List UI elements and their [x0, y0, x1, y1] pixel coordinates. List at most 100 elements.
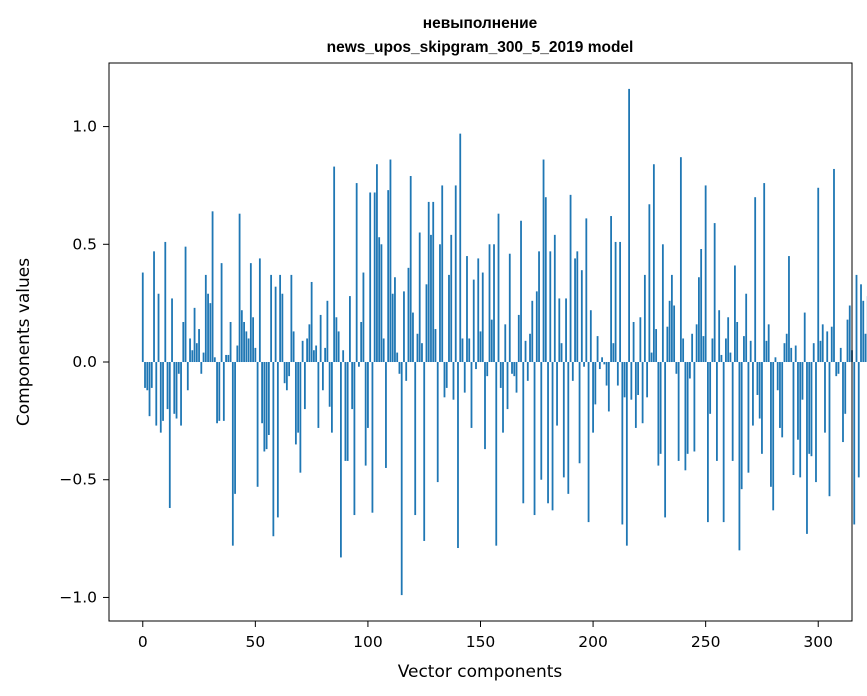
- bar-222: [641, 362, 644, 424]
- bar-192: [574, 258, 576, 363]
- bar-55: [265, 362, 268, 450]
- bar-263: [734, 265, 736, 363]
- bar-111: [391, 293, 394, 363]
- bar-109: [387, 190, 390, 363]
- bar-146: [470, 362, 473, 428]
- bar-231: [661, 244, 664, 363]
- bar-223: [643, 274, 646, 363]
- bar-108: [385, 362, 387, 468]
- bar-182: [551, 362, 554, 511]
- bar-80: [321, 362, 324, 391]
- bar-36: [222, 362, 225, 421]
- bar-249: [702, 336, 705, 363]
- bar-129: [432, 201, 435, 363]
- bar-195: [580, 270, 583, 363]
- bar-12: [168, 362, 171, 508]
- bar-193: [576, 251, 579, 363]
- bar-35: [220, 263, 223, 363]
- bar-143: [463, 362, 466, 393]
- bar-102: [371, 362, 374, 513]
- bar-316: [853, 362, 856, 525]
- bar-200: [592, 362, 594, 433]
- bar-300: [817, 187, 820, 363]
- bar-211: [616, 362, 619, 386]
- bar-134: [443, 362, 446, 398]
- bar-207: [607, 362, 610, 412]
- bar-88: [340, 362, 342, 558]
- bar-128: [430, 234, 432, 363]
- bar-276: [763, 183, 766, 363]
- bar-100: [367, 362, 369, 428]
- bar-214: [623, 362, 626, 398]
- bar-125: [423, 362, 426, 541]
- bar-220: [637, 362, 640, 395]
- bar-169: [522, 362, 525, 504]
- bar-6: [155, 362, 158, 426]
- bar-314: [848, 305, 851, 363]
- bar-14: [173, 362, 176, 414]
- bar-304: [826, 331, 829, 363]
- bar-179: [544, 197, 547, 363]
- bar-227: [652, 164, 655, 363]
- bar-51: [256, 362, 259, 487]
- bar-130: [434, 329, 437, 363]
- bar-43: [238, 213, 241, 363]
- bar-317: [855, 274, 858, 363]
- bar-150: [479, 331, 482, 363]
- bar-307: [833, 168, 835, 363]
- bar-197: [585, 218, 588, 363]
- bar-68: [294, 362, 297, 445]
- bar-224: [646, 362, 649, 398]
- bar-44: [240, 310, 243, 363]
- bar-124: [421, 343, 423, 363]
- bar-78: [317, 362, 320, 428]
- bar-262: [731, 362, 734, 461]
- chart-title-line-1: невыполнение: [423, 15, 538, 32]
- bar-186: [560, 343, 563, 363]
- bar-46: [245, 331, 248, 363]
- bar-32: [213, 357, 216, 363]
- bar-11: [166, 362, 169, 410]
- bar-69: [297, 362, 300, 433]
- bar-56: [267, 362, 270, 435]
- bar-142: [461, 338, 464, 363]
- bar-293: [801, 362, 804, 400]
- bar-23: [193, 307, 196, 363]
- y-axis-label: Components values: [14, 258, 34, 426]
- bar-295: [806, 362, 808, 534]
- bar-286: [785, 333, 788, 363]
- bar-241: [684, 362, 687, 471]
- x-axis-label: Vector components: [398, 662, 563, 682]
- bar-256: [718, 310, 721, 363]
- bar-158: [497, 213, 500, 363]
- x-tick-label: 200: [578, 633, 608, 651]
- bar-245: [693, 362, 696, 452]
- bar-144: [466, 256, 468, 363]
- bar-159: [499, 362, 502, 388]
- bar-47: [247, 338, 250, 363]
- bar-99: [364, 362, 367, 466]
- bar-105: [378, 237, 381, 363]
- bar-110: [389, 159, 392, 363]
- bar-122: [416, 333, 419, 363]
- bar-199: [589, 310, 592, 363]
- bar-160: [502, 362, 504, 433]
- bar-173: [531, 300, 534, 363]
- bar-282: [776, 362, 779, 391]
- bar-162: [506, 362, 509, 410]
- bar-189: [567, 362, 570, 494]
- bar-76: [312, 350, 315, 363]
- bar-67: [292, 331, 295, 363]
- bar-57: [270, 274, 273, 363]
- bar-13: [171, 298, 173, 363]
- bar-29: [207, 293, 209, 363]
- bar-61: [279, 274, 282, 363]
- bar-308: [835, 362, 838, 377]
- bar-266: [740, 362, 743, 490]
- bar-62: [281, 293, 284, 363]
- bar-206: [605, 362, 608, 386]
- bar-251: [707, 362, 709, 523]
- bar-209: [612, 343, 615, 363]
- bar-290: [794, 345, 797, 363]
- bar-138: [452, 362, 455, 400]
